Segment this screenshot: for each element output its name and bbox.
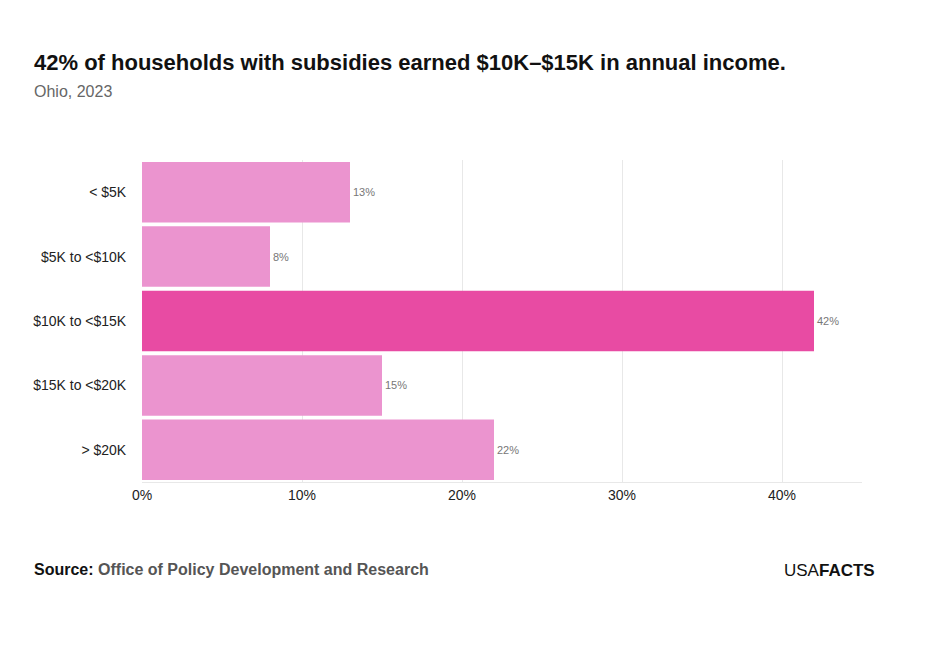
svg-text:> $20K: > $20K	[81, 442, 126, 458]
svg-text:0%: 0%	[132, 487, 152, 503]
svg-text:8%: 8%	[273, 251, 289, 263]
svg-text:$15K to <$20K: $15K to <$20K	[33, 377, 127, 393]
svg-text:40%: 40%	[768, 487, 796, 503]
svg-text:Source: Office of Policy Devel: Source: Office of Policy Development and…	[34, 561, 429, 578]
svg-text:USAFACTS: USAFACTS	[784, 561, 875, 580]
svg-text:< $5K: < $5K	[89, 184, 127, 200]
svg-text:15%: 15%	[385, 379, 407, 391]
svg-text:42%: 42%	[817, 315, 839, 327]
svg-text:$5K to <$10K: $5K to <$10K	[41, 249, 127, 265]
svg-text:22%: 22%	[497, 444, 519, 456]
svg-text:10%: 10%	[288, 487, 316, 503]
svg-text:30%: 30%	[608, 487, 636, 503]
svg-text:20%: 20%	[448, 487, 476, 503]
svg-text:$10K to <$15K: $10K to <$15K	[33, 313, 127, 329]
svg-text:42% of households with subsidi: 42% of households with subsidies earned …	[34, 50, 786, 75]
svg-text:13%: 13%	[353, 186, 375, 198]
svg-text:Ohio, 2023: Ohio, 2023	[34, 83, 112, 100]
